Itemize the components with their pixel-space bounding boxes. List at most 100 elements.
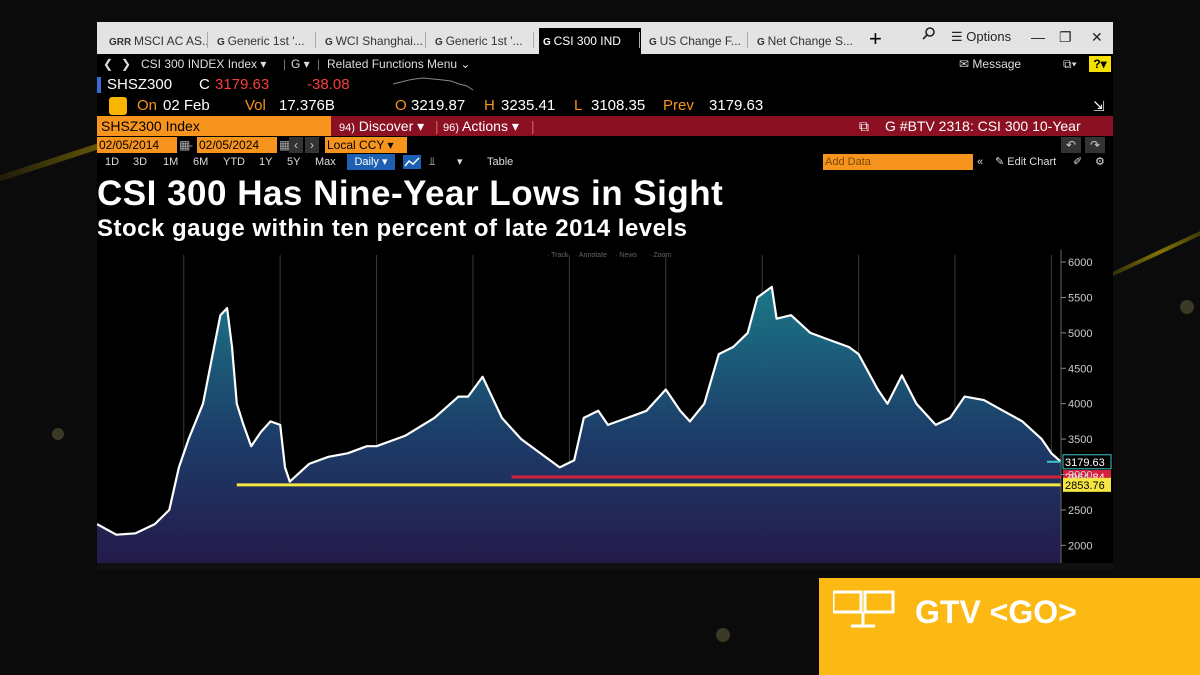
minimize-button[interactable]: — [1031, 29, 1045, 45]
prev-price: 3179.63 [709, 97, 764, 114]
y-tick-label: 5500 [1068, 292, 1092, 304]
external-link-icon[interactable]: ⧉ [859, 118, 869, 134]
y-tick-label: 6000 [1068, 257, 1092, 269]
ohlc-row: On 02 Feb Vol 17.376B O 3219.87 H 3235.4… [97, 96, 1113, 116]
message-button[interactable]: ✉ Message [959, 57, 1022, 71]
chart-tool-news[interactable]: · News [615, 252, 637, 259]
calendar-icon[interactable]: ▦ [179, 138, 191, 152]
command-bar: SHSZ300 Index 94) Discover ▾ | 96) Actio… [97, 116, 1113, 136]
collapse-icon[interactable]: « [977, 156, 984, 168]
tab[interactable]: G WCI Shanghai... [321, 28, 427, 54]
period-button[interactable]: 1D [105, 156, 120, 168]
bar-style-icon[interactable]: ⫫ [429, 156, 436, 168]
search-icon[interactable] [921, 26, 937, 48]
export-icon[interactable]: ⧉▾ [1063, 57, 1077, 71]
close-button[interactable]: ✕ [1091, 29, 1103, 45]
calendar-icon[interactable]: ▦ [279, 138, 291, 152]
tab-type-icon: G [325, 37, 336, 48]
actions-menu[interactable]: 96) Actions ▾ [443, 118, 519, 134]
y-tick-label: 2000 [1068, 540, 1092, 552]
net-change: -38.08 [307, 76, 350, 93]
forward-arrow-icon[interactable]: ❯ [121, 57, 132, 71]
tab[interactable]: G CSI 300 IND [539, 28, 641, 54]
edit-chart-button[interactable]: ✎ Edit Chart [995, 156, 1057, 168]
brush-icon[interactable]: ✐ [1073, 156, 1083, 168]
period-button[interactable]: 1Y [259, 156, 273, 168]
tab[interactable]: G Generic 1st '... [213, 28, 317, 54]
price-line [97, 285, 1062, 536]
restore-button[interactable]: ❐ [1059, 29, 1072, 45]
gtv-label: GTV <GO> [915, 594, 1077, 630]
pencil-icon: ✎ [995, 156, 1005, 168]
chart-toolbar: 1D 3D 1M 6M YTD 1Y 5Y Max Daily ▾ ⫫ ▾ Table Add… [97, 153, 1113, 171]
add-data-field[interactable]: Add Data [823, 154, 973, 170]
x-tick-label: 2022 [895, 569, 919, 570]
line-chart-icon[interactable] [403, 155, 421, 169]
reference-label-bg [1063, 477, 1111, 492]
y-tick-label: 5000 [1068, 328, 1092, 340]
period-button[interactable]: 1M [163, 156, 179, 168]
undo-button[interactable]: ↶ [1061, 137, 1081, 153]
last-price: 3179.63 [215, 76, 270, 93]
options-button[interactable]: ☰ Options [951, 29, 1012, 44]
tab-label: Generic 1st '... [445, 34, 523, 48]
x-tick-label: 2014 [129, 569, 153, 570]
tab[interactable]: G Net Change S... [753, 28, 863, 54]
chart-title: CSI 300 Has Nine-Year Lows in Sight [97, 174, 724, 213]
period-button[interactable]: 3D [133, 156, 148, 168]
y-tick-label: 3500 [1068, 434, 1092, 446]
gauge-icon [109, 97, 127, 115]
security-marker [97, 77, 101, 93]
reference-label: 2853.76 [1065, 480, 1105, 492]
chart-name: G #BTV 2318: CSI 300 10-Year [885, 118, 1081, 134]
x-tick-label: 2019 [605, 569, 629, 570]
gtv-banner: GTV <GO> [819, 578, 1200, 675]
date-range-bar: 02/05/2014 ▦ - 02/05/2024 ▦ ‹ › Local CC… [97, 137, 1113, 153]
function-field[interactable]: G ▾ [291, 57, 310, 71]
volume: 17.376B [279, 97, 335, 114]
chart-tool-track[interactable]: · Track [547, 252, 569, 259]
settings-gear-icon[interactable]: ⚙ [1095, 156, 1105, 168]
background-dot [1180, 300, 1194, 314]
period-button[interactable]: 5Y [287, 156, 301, 168]
help-button[interactable]: ?▾ [1089, 56, 1111, 72]
tab[interactable]: G Generic 1st '... [431, 28, 535, 54]
security-field[interactable]: SHSZ300 Index [97, 116, 331, 136]
style-dropdown[interactable]: ▾ [457, 156, 463, 168]
x-tick-label: 2021 [798, 569, 822, 570]
period-button[interactable]: Max [315, 156, 336, 168]
new-tab-button[interactable]: + [869, 26, 882, 51]
tab[interactable]: G US Change F... [645, 28, 749, 54]
redo-button[interactable]: ↷ [1085, 137, 1105, 153]
terminal-window: GRR MSCI AC AS.. G Generic 1st '... G WCI … [97, 22, 1113, 570]
period-button[interactable]: YTD [223, 156, 245, 168]
tab-bar: GRR MSCI AC AS.. G Generic 1st '... G WCI … [97, 22, 1113, 54]
popout-icon[interactable]: ⇲ [1093, 98, 1105, 114]
x-axis-band [97, 563, 1113, 570]
start-date-field[interactable]: 02/05/2014 [97, 137, 177, 153]
ticker-field[interactable]: CSI 300 INDEX Index ▾ [141, 57, 267, 71]
tab-label: MSCI AC AS.. [134, 34, 209, 48]
currency-select[interactable]: Local CCY ▾ [325, 137, 407, 153]
chart-tool-annotate[interactable]: · Annotate [575, 252, 607, 259]
x-tick-label: 2020 [702, 569, 726, 570]
chart-tool-zoom[interactable]: · Zoom [649, 252, 671, 259]
tab[interactable]: GRR MSCI AC AS.. [105, 28, 209, 54]
end-date-field[interactable]: 02/05/2024 [197, 137, 277, 153]
discover-menu[interactable]: 94) Discover ▾ [339, 118, 425, 134]
back-arrow-icon[interactable]: ❮ [103, 57, 114, 71]
related-functions-menu[interactable]: Related Functions Menu ⌄ [327, 57, 471, 71]
next-range-button[interactable]: › [305, 137, 319, 153]
frequency-select[interactable]: Daily ▾ [347, 154, 395, 170]
table-button[interactable]: Table [487, 156, 514, 168]
x-tick-label: 2016 [316, 569, 340, 570]
quote-header: SHSZ300 C 3179.63 -38.08 [97, 74, 1113, 96]
background-dot [52, 428, 64, 440]
last-price-label-bg [1062, 454, 1112, 470]
prev-range-button[interactable]: ‹ [289, 137, 303, 153]
tab-type-icon: G [649, 37, 660, 48]
last-price-label: 3179.63 [1065, 457, 1105, 469]
chart-subtitle: Stock gauge within ten percent of late 2… [97, 215, 688, 242]
period-button[interactable]: 6M [193, 156, 209, 168]
